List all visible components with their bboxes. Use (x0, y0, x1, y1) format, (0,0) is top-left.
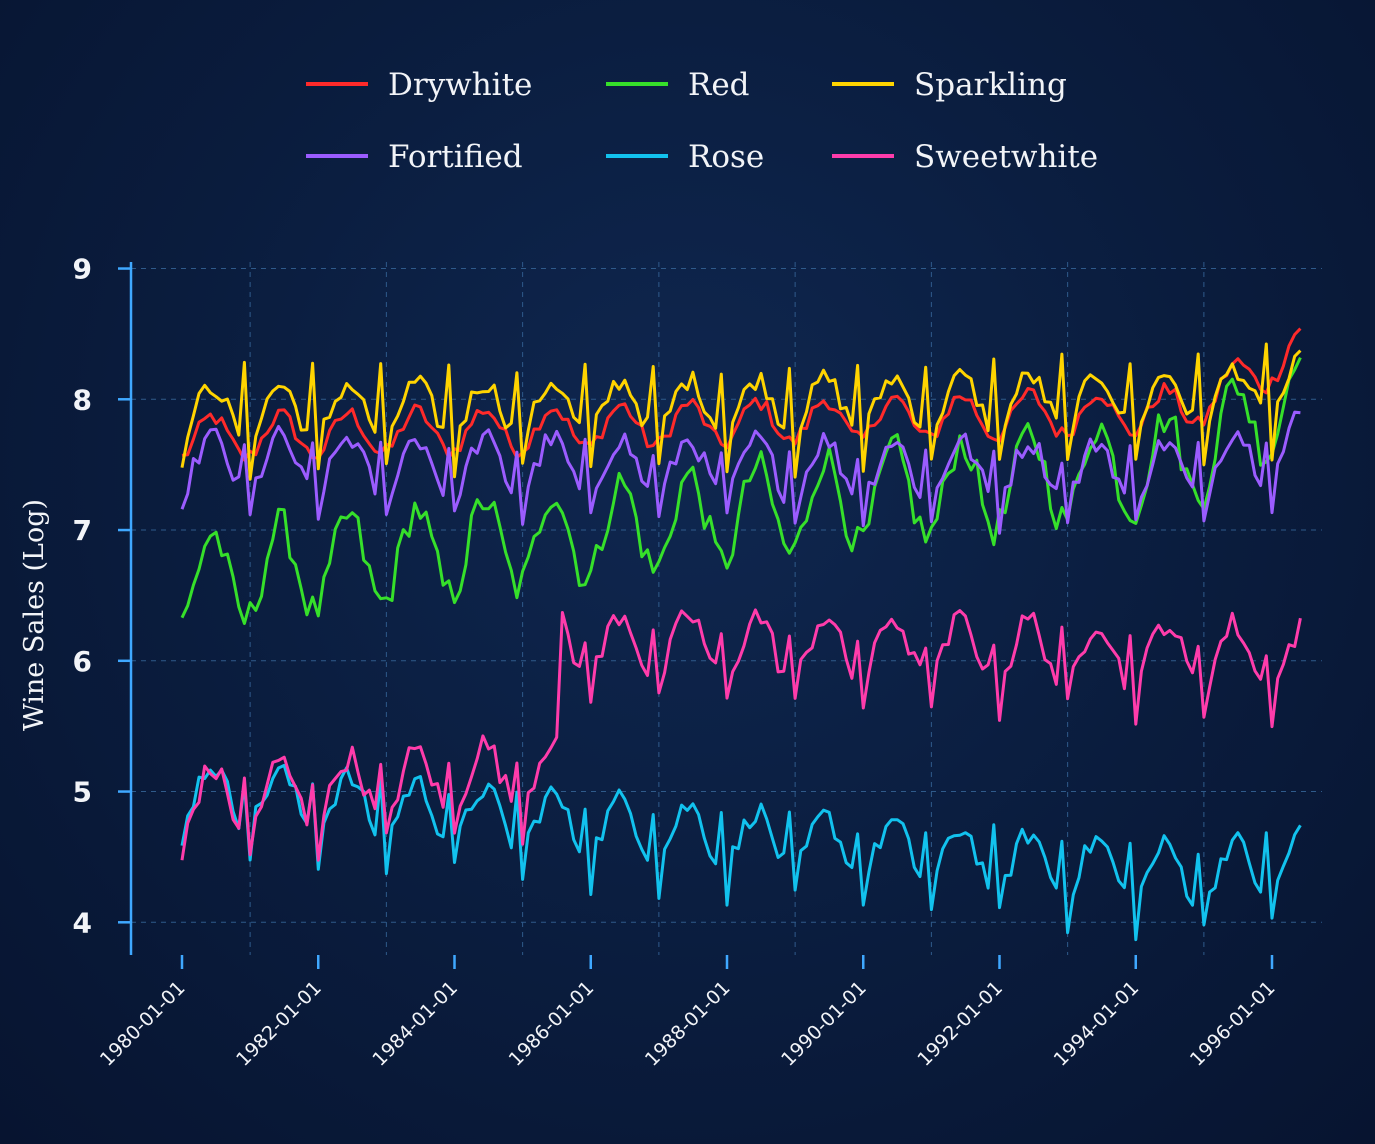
series-line-sweetwhite (180, 608, 1302, 862)
x-tick-label: 1988-01-01 (641, 977, 735, 1071)
legend-label: Red (688, 67, 750, 103)
x-tick-label: 1984-01-01 (368, 977, 462, 1071)
legend-label: Rose (688, 139, 764, 175)
x-tick-label: 1996-01-01 (1186, 977, 1280, 1071)
grid (131, 262, 1322, 955)
y-tick-label: 6 (73, 645, 92, 678)
legend-label: Drywhite (388, 67, 532, 103)
series-line-sparkling (180, 342, 1302, 481)
x-tick-label: 1992-01-01 (913, 977, 1007, 1071)
series-line-rose (180, 763, 1302, 942)
y-tick-label: 9 (73, 253, 92, 286)
y-tick-label: 8 (73, 383, 92, 416)
legend-label: Fortified (388, 139, 523, 175)
legend-label: Sparkling (914, 67, 1067, 103)
y-tick-label: 7 (73, 514, 92, 547)
y-ticks: 4 5 6 7 8 9 (73, 253, 131, 939)
x-tick-label: 1980-01-01 (96, 977, 190, 1071)
x-ticks: 1980-01-01 1982-01-01 1984-01-01 1986-01-01… (96, 955, 1280, 1071)
legend: Drywhite Red Sparkling Fortified Rose Sweetwh… (306, 67, 1098, 175)
x-tick-label: 1986-01-01 (505, 977, 599, 1071)
series-line-red (180, 356, 1302, 625)
y-tick-label: 4 (73, 906, 92, 939)
legend-label: Sweetwhite (914, 139, 1098, 175)
y-axis-title: Wine Sales (Log) (19, 499, 50, 731)
x-tick-label: 1990-01-01 (777, 977, 871, 1071)
x-tick-label: 1982-01-01 (232, 977, 326, 1071)
x-tick-label: 1994-01-01 (1050, 977, 1144, 1071)
y-tick-label: 5 (73, 776, 92, 809)
series-lines (180, 327, 1302, 942)
series-line-fortified (180, 410, 1301, 535)
